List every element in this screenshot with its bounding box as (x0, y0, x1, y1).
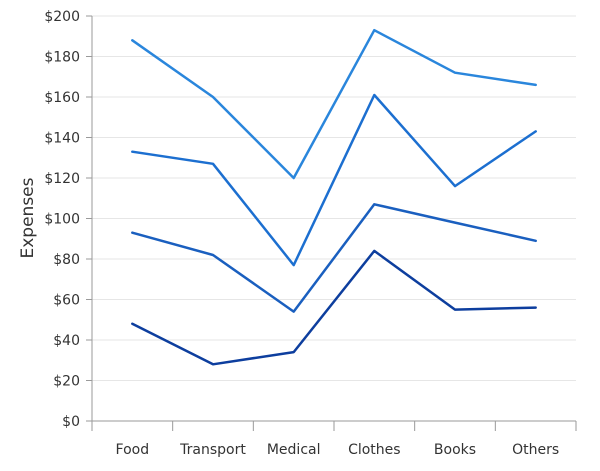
series-lines (131, 28, 537, 366)
y-tick-label: $60 (53, 293, 80, 309)
tick-labels: $0 $20 $40 $60 $80 $100 $120 $140 $160 $180 $200 Fo… (44, 9, 559, 458)
y-tick-label: $180 (44, 50, 80, 66)
y-tick-label: $80 (53, 252, 80, 268)
y-tick-label: $140 (44, 131, 80, 147)
x-tick-label: Books (434, 442, 476, 458)
y-tick-label: $40 (53, 333, 80, 349)
y-axis-title: Expenses (18, 177, 38, 258)
x-tick-label: Transport (179, 442, 246, 458)
y-tick-label: $200 (44, 9, 80, 25)
y-tick-label: $120 (44, 171, 80, 187)
series-line-4 (131, 28, 537, 180)
series-line-2 (131, 203, 537, 313)
x-tick-label: Medical (267, 442, 321, 458)
series-line-3 (131, 93, 537, 267)
x-tick-label: Clothes (348, 442, 401, 458)
x-tick-label: Food (116, 442, 150, 458)
y-tick-label: $0 (62, 414, 80, 430)
series-line-1 (131, 249, 537, 366)
x-tick-label: Others (512, 442, 559, 458)
y-tick-label: $100 (44, 212, 80, 228)
y-tick-label: $160 (44, 90, 80, 106)
axes (86, 15, 577, 431)
y-tick-label: $20 (53, 374, 80, 390)
grid-lines (92, 15, 576, 381)
